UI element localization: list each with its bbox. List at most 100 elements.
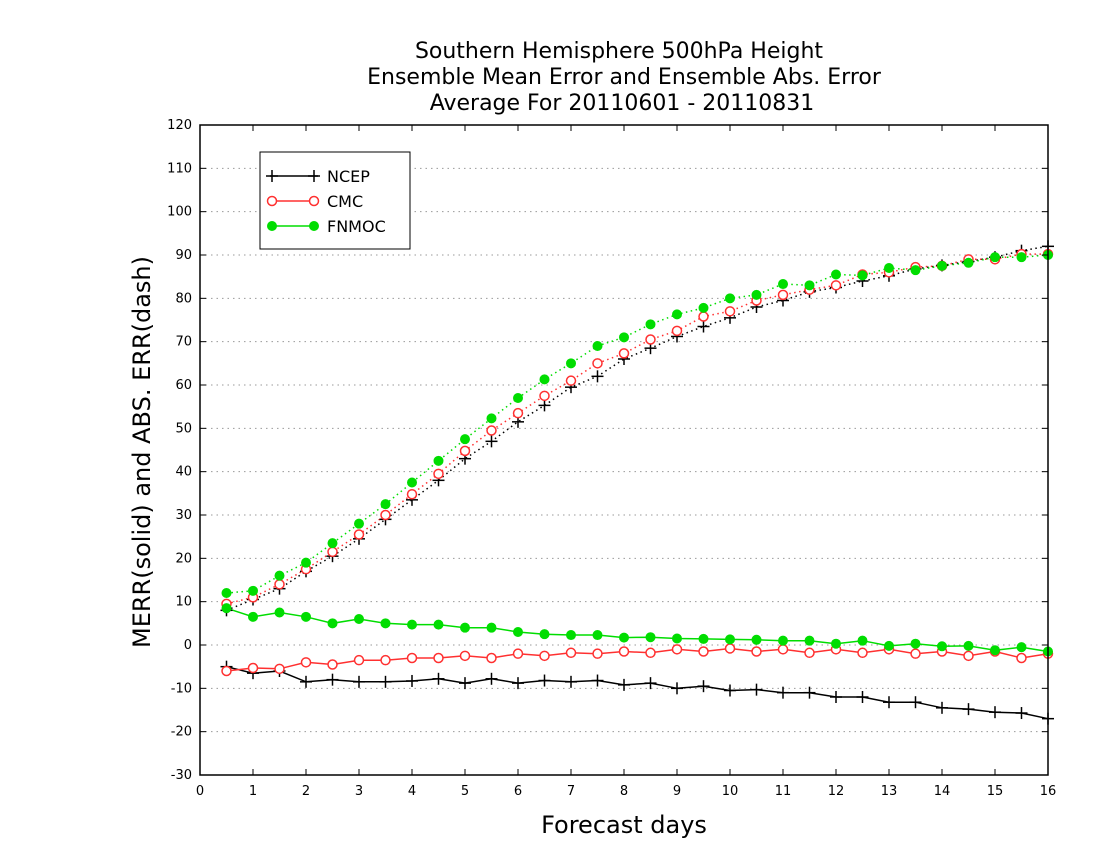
fnmoc-merr-point [698,633,709,644]
cmc-merr-point [618,646,630,657]
fnmoc-merr-point [804,635,815,646]
ncep-merr-point [671,682,683,695]
y-axis: -30 -20 -10 0 10 20 30 40 50 60 70 80 90 100 110 120 [167,118,1048,783]
cmc-merr-point [353,654,365,666]
ncep-merr-point [883,696,895,709]
ncep-merr-point [326,673,339,686]
fnmoc-merr-point [857,635,868,646]
y-tick-label: 50 [175,421,192,436]
fnmoc-abs-err-point [301,557,311,568]
y-tick-label: -10 [171,681,192,696]
legend-label-cmc: CMC [327,192,363,211]
cmc-merr-point [539,650,550,662]
x-tick-label: 4 [408,784,416,799]
cmc-merr-point [327,659,338,670]
ncep-merr-point [830,691,842,703]
x-tick-label: 13 [881,784,898,799]
fnmoc-merr-point [831,638,841,649]
fnmoc-abs-err-point [831,269,841,280]
ncep-merr-point [432,672,445,685]
ncep-merr-point [512,677,524,690]
y-tick-label: 10 [175,595,192,610]
fnmoc-abs-err-point [274,570,285,581]
cmc-merr-point [486,652,497,664]
y-tick-label: 30 [175,508,192,523]
fnmoc-merr-point [990,645,1000,656]
y-tick-label: 120 [167,118,192,133]
cmc-merr-point [1016,652,1027,664]
fnmoc-merr-point [221,603,232,614]
fnmoc-abs-err-point [592,341,603,351]
cmc-merr-point [247,662,259,674]
cmc-abs-err-line [226,253,1048,605]
fnmoc-merr-point [513,627,523,637]
cmc-merr-point [963,650,974,662]
ncep-merr-point [644,677,657,690]
cmc-abs-err-point [380,509,391,521]
legend-marker-fnmoc [267,221,277,231]
fnmoc-abs-err-point [354,518,364,529]
cmc-merr-point [592,648,603,659]
cmc-abs-err-point [512,407,524,419]
ncep-merr-point [697,680,710,693]
fnmoc-abs-err-point [539,374,550,385]
x-tick-label: 15 [987,784,1004,799]
ncep-merr-point [485,672,498,685]
fnmoc-abs-err-point [645,319,656,330]
ncep-merr-line [226,665,1049,720]
fnmoc-abs-err-point [619,332,629,343]
y-tick-label: 0 [184,638,192,653]
fnmoc-merr-point [910,638,921,649]
ncep-merr-point [1015,707,1028,720]
ncep-merr-point [962,703,975,716]
fnmoc-abs-err-line [226,254,1049,594]
cmc-abs-err-point [486,425,497,436]
cmc-merr-point [671,644,683,655]
fnmoc-abs-err-point [751,289,762,300]
fnmoc-merr-point [407,619,417,630]
ncep-merr-point [618,678,630,691]
x-tick-label: 7 [567,784,575,799]
cmc-merr-point [459,650,471,662]
ncep-merr-point [565,675,577,688]
x-tick-label: 8 [620,784,628,799]
y-tick-label: -20 [171,725,192,740]
fnmoc-merr-point [592,630,603,641]
x-axis: 0 1 2 3 4 5 6 7 8 9 10 11 12 13 14 15 16 [196,125,1056,799]
fnmoc-merr-point [645,632,656,643]
y-tick-label: 100 [167,205,192,220]
fnmoc-abs-err-point [804,280,815,291]
ncep-merr-point [777,686,789,699]
cmc-abs-err-point [724,306,736,317]
ncep-merr-point [300,675,312,688]
y-axis-label: MERR(solid) and ABS. ERR(dash) [128,256,156,648]
chart-title-line-1: Southern Hemisphere 500hPa Height [415,39,823,64]
x-tick-label: 9 [673,784,681,799]
fnmoc-merr-point [566,630,576,641]
x-axis-label: Forecast days [541,811,707,839]
y-tick-label: 90 [175,248,192,263]
cmc-merr-point [565,647,577,659]
fnmoc-merr-point [963,640,974,651]
cmc-merr-point [724,643,736,654]
y-tick-label: 60 [175,378,192,393]
x-tick-label: 6 [514,784,522,799]
ncep-merr-point [803,686,816,699]
cmc-merr-point [751,646,762,657]
x-tick-label: 12 [828,784,845,799]
cmc-abs-err-point [565,375,577,386]
x-tick-label: 14 [934,784,951,799]
x-tick-label: 2 [302,784,310,799]
cmc-merr-point [300,657,312,668]
fnmoc-merr-point [327,618,338,629]
fnmoc-merr-point [539,629,550,640]
fnmoc-abs-err-point [672,309,682,320]
cmc-abs-err-point [698,311,709,322]
fnmoc-merr-point [619,632,629,643]
fnmoc-abs-err-point [937,260,947,271]
fnmoc-abs-err-point [380,499,391,510]
series-layer [220,240,1054,725]
y-tick-label: 80 [175,291,192,306]
fnmoc-abs-err-point [725,293,735,304]
